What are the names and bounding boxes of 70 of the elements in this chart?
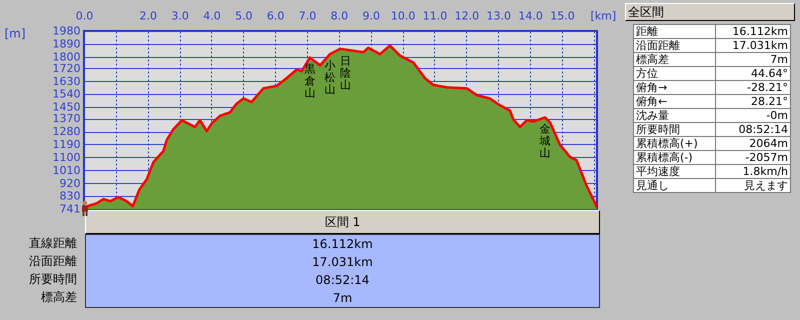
- text: 見通し: [634, 178, 716, 192]
- x-tick-label: 5.0: [235, 10, 253, 22]
- x-tick-label: 13.0: [486, 10, 511, 22]
- text: 沿面距離: [634, 38, 716, 52]
- text: 所要時間: [634, 122, 716, 136]
- text: 2064m: [716, 136, 790, 150]
- y-tick-label: 1100: [52, 150, 80, 164]
- y-tick-label: 1720: [52, 62, 80, 75]
- text: 沈み量: [634, 108, 716, 122]
- text: -0m: [716, 108, 790, 122]
- text: 16.112km: [311, 236, 374, 253]
- x-tick-label: 15.0: [550, 10, 575, 22]
- annotation: 小松山: [324, 59, 336, 96]
- text: 08:52:14: [716, 122, 790, 136]
- y-tick-label: 830: [60, 190, 80, 203]
- y-tick-label: 1370: [52, 112, 80, 126]
- x-tick-label: 8.0: [330, 10, 348, 22]
- x-tick-label: 6.0: [266, 10, 284, 22]
- y-tick-label: 1540: [52, 88, 80, 101]
- annotation: 黒倉山: [304, 62, 316, 100]
- y-tick-label: 1800: [52, 50, 80, 64]
- text: 俯角←: [634, 94, 716, 108]
- text: -2057m: [716, 150, 790, 164]
- text: 44.64°: [716, 66, 790, 80]
- text: 1.8km/h: [716, 164, 790, 178]
- text: -28.21°: [716, 80, 790, 94]
- y-tick-label: 1630: [52, 74, 80, 88]
- x-tick-label: 10.0: [390, 10, 416, 22]
- x-tick-label: 9.0: [362, 10, 380, 22]
- y-axis-title: [m]: [4, 26, 26, 40]
- x-tick-label: 11.0: [422, 10, 448, 22]
- y-tick-label: 1010: [52, 164, 80, 177]
- x-tick-label: 12.0: [454, 10, 480, 22]
- x-axis-title: [km]: [590, 10, 616, 22]
- text: 17.031km: [311, 254, 374, 271]
- text: 08:52:14: [314, 272, 370, 289]
- y-tick-label: 1890: [52, 37, 80, 50]
- text: 俯角→: [634, 80, 716, 94]
- text: 累積標高(-): [634, 150, 716, 164]
- x-tick-label: 4.0: [203, 10, 221, 22]
- y-tick-label: 1450: [52, 100, 80, 114]
- text: 7m: [716, 52, 790, 66]
- y-tick-label: 1280: [52, 125, 80, 138]
- text: 標高差: [40, 289, 77, 306]
- y-tick-label: 1980: [52, 24, 80, 38]
- text: 16.112km: [716, 24, 790, 38]
- text: 7m: [332, 290, 354, 307]
- x-tick-label: 2.0: [139, 10, 157, 22]
- text: 全区間: [625, 3, 795, 21]
- x-tick-label: 0.0: [76, 10, 94, 22]
- annotation: 金城山: [538, 122, 551, 160]
- text: 区間 1: [85, 210, 600, 234]
- text: 見えます: [716, 178, 790, 192]
- text: 所要時間: [28, 271, 77, 288]
- text: 方位: [634, 66, 716, 80]
- text: 直線距離: [28, 235, 77, 252]
- y-tick-label: 741: [60, 202, 80, 216]
- x-tick-label: 14.0: [518, 10, 543, 22]
- annotation: 日陰山: [340, 54, 351, 92]
- text: 28.21°: [716, 94, 790, 108]
- text: 平均速度: [634, 164, 716, 178]
- x-tick-label: 3.0: [171, 10, 189, 22]
- y-tick-label: 920: [60, 176, 80, 190]
- text: 累積標高(+): [634, 136, 716, 150]
- text: 標高差: [634, 52, 716, 66]
- text: 沿面距離: [28, 253, 77, 270]
- text: 17.031km: [716, 38, 790, 52]
- x-tick-label: 7.0: [298, 10, 316, 22]
- y-tick-label: 1190: [52, 138, 80, 151]
- text: 距離: [634, 24, 716, 38]
